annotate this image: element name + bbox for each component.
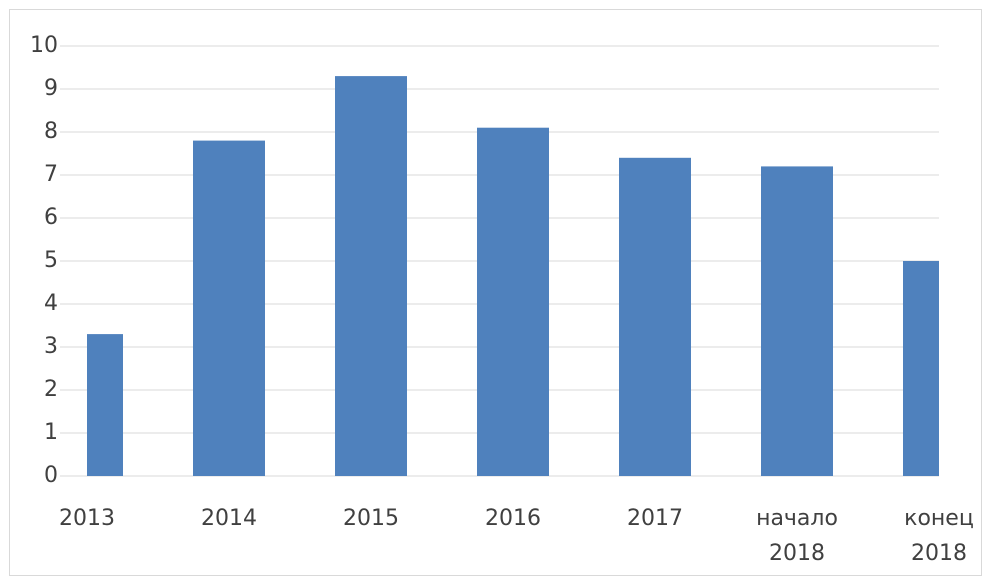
- bar: [903, 261, 939, 476]
- bar: [87, 334, 123, 476]
- bar: [477, 127, 549, 476]
- x-tick-label: 2015: [343, 506, 399, 531]
- y-tick-label: 4: [44, 291, 58, 316]
- y-tick-label: 10: [30, 33, 58, 58]
- bar: [761, 166, 833, 476]
- y-tick-label: 1: [44, 420, 58, 445]
- x-tick-label: 2013: [59, 506, 115, 531]
- bar: [335, 76, 407, 476]
- y-tick-label: 8: [44, 119, 58, 144]
- x-tick-label: 2016: [485, 506, 541, 531]
- bar: [193, 140, 265, 476]
- x-tick-label: 2014: [201, 506, 257, 531]
- x-tick-label: 2017: [627, 506, 683, 531]
- x-tick-label: начало 2018: [756, 506, 838, 566]
- y-tick-label: 3: [44, 334, 58, 359]
- y-tick-label: 7: [44, 162, 58, 187]
- bar: [619, 157, 691, 477]
- y-tick-label: 0: [44, 463, 58, 488]
- y-tick-label: 9: [44, 76, 58, 101]
- plot-area: [87, 76, 939, 477]
- y-tick-label: 2: [44, 377, 58, 402]
- y-tick-label: 5: [44, 248, 58, 273]
- y-tick-label: 6: [44, 205, 58, 230]
- x-tick-label: конец 2018: [904, 506, 974, 566]
